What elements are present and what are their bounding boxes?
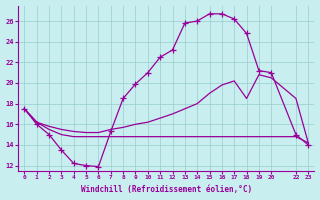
- X-axis label: Windchill (Refroidissement éolien,°C): Windchill (Refroidissement éolien,°C): [81, 185, 252, 194]
